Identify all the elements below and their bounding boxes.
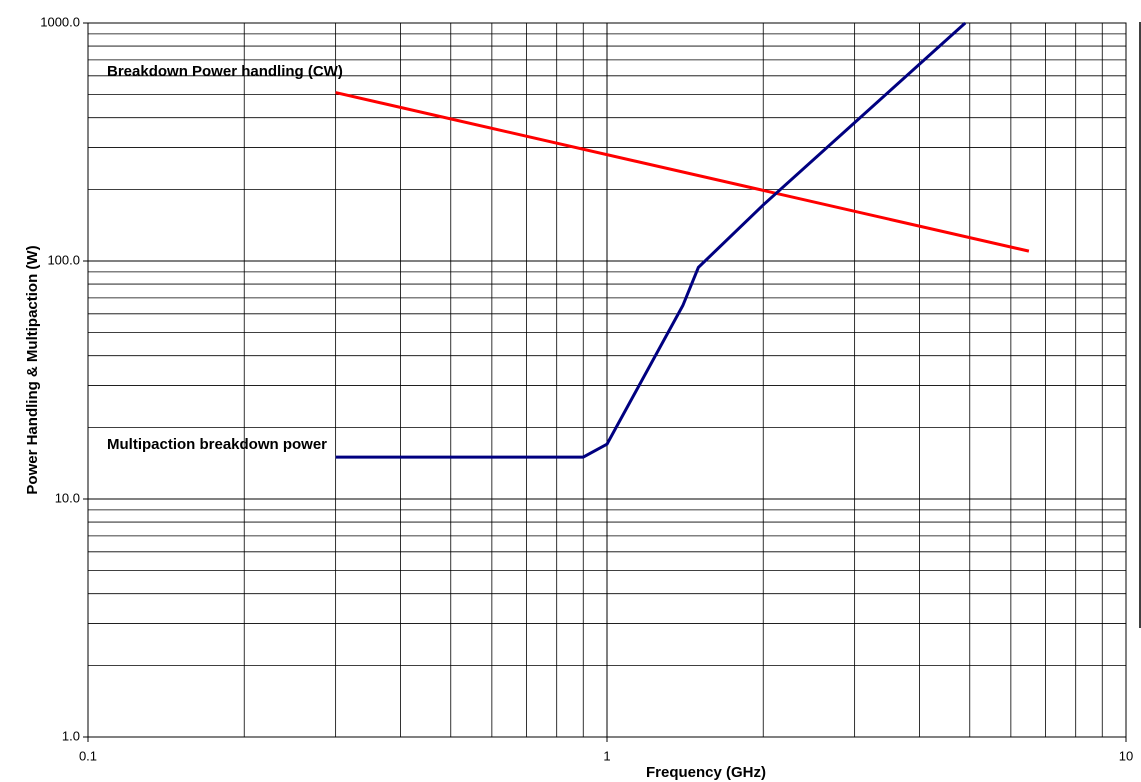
y-tick-label: 100.0 [47, 252, 80, 267]
grid [87, 22, 1127, 738]
x-tick-label: 10 [1119, 748, 1133, 763]
x-axis-label: Frequency (GHz) [646, 764, 766, 781]
series-label: Breakdown Power handling (CW) [107, 63, 343, 80]
series-label: Multipaction breakdown power [107, 436, 327, 453]
y-tick-label: 1.0 [62, 728, 80, 743]
y-axis-label: Power Handling & Multipaction (W) [24, 245, 41, 494]
y-tick-label: 10.0 [55, 490, 80, 505]
x-tick-label: 1 [603, 748, 610, 763]
x-tick-label: 0.1 [79, 748, 97, 763]
line [335, 21, 967, 459]
y-tick-label: 1000.0 [40, 14, 80, 29]
line [335, 91, 1030, 253]
